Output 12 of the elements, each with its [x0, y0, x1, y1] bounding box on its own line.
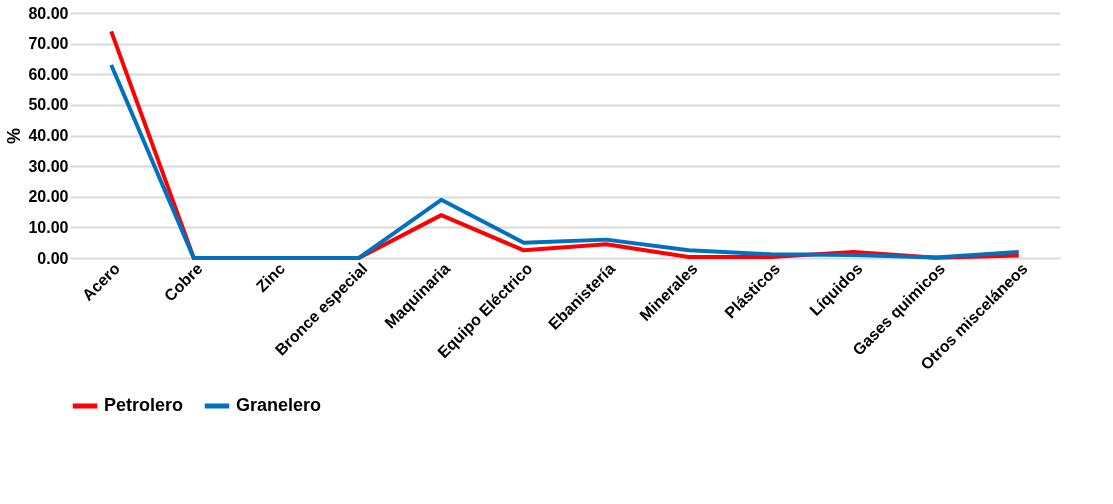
- legend-label: Granelero: [236, 395, 322, 415]
- y-tick-label: 30.00: [28, 157, 69, 175]
- y-axis-title: %: [4, 127, 25, 145]
- y-tick-label: 40.00: [28, 127, 69, 144]
- y-tick-label: 80.00: [28, 4, 69, 22]
- y-tick-label: 0.00: [37, 249, 69, 267]
- y-tick-label: 60.00: [28, 65, 69, 83]
- y-tick-label: 70.00: [28, 35, 69, 53]
- y-tick-label: 20.00: [28, 188, 69, 206]
- legend-label: Petrolero: [104, 395, 184, 415]
- y-tick-label: 10.00: [28, 218, 69, 236]
- y-tick-label: 50.00: [28, 96, 69, 114]
